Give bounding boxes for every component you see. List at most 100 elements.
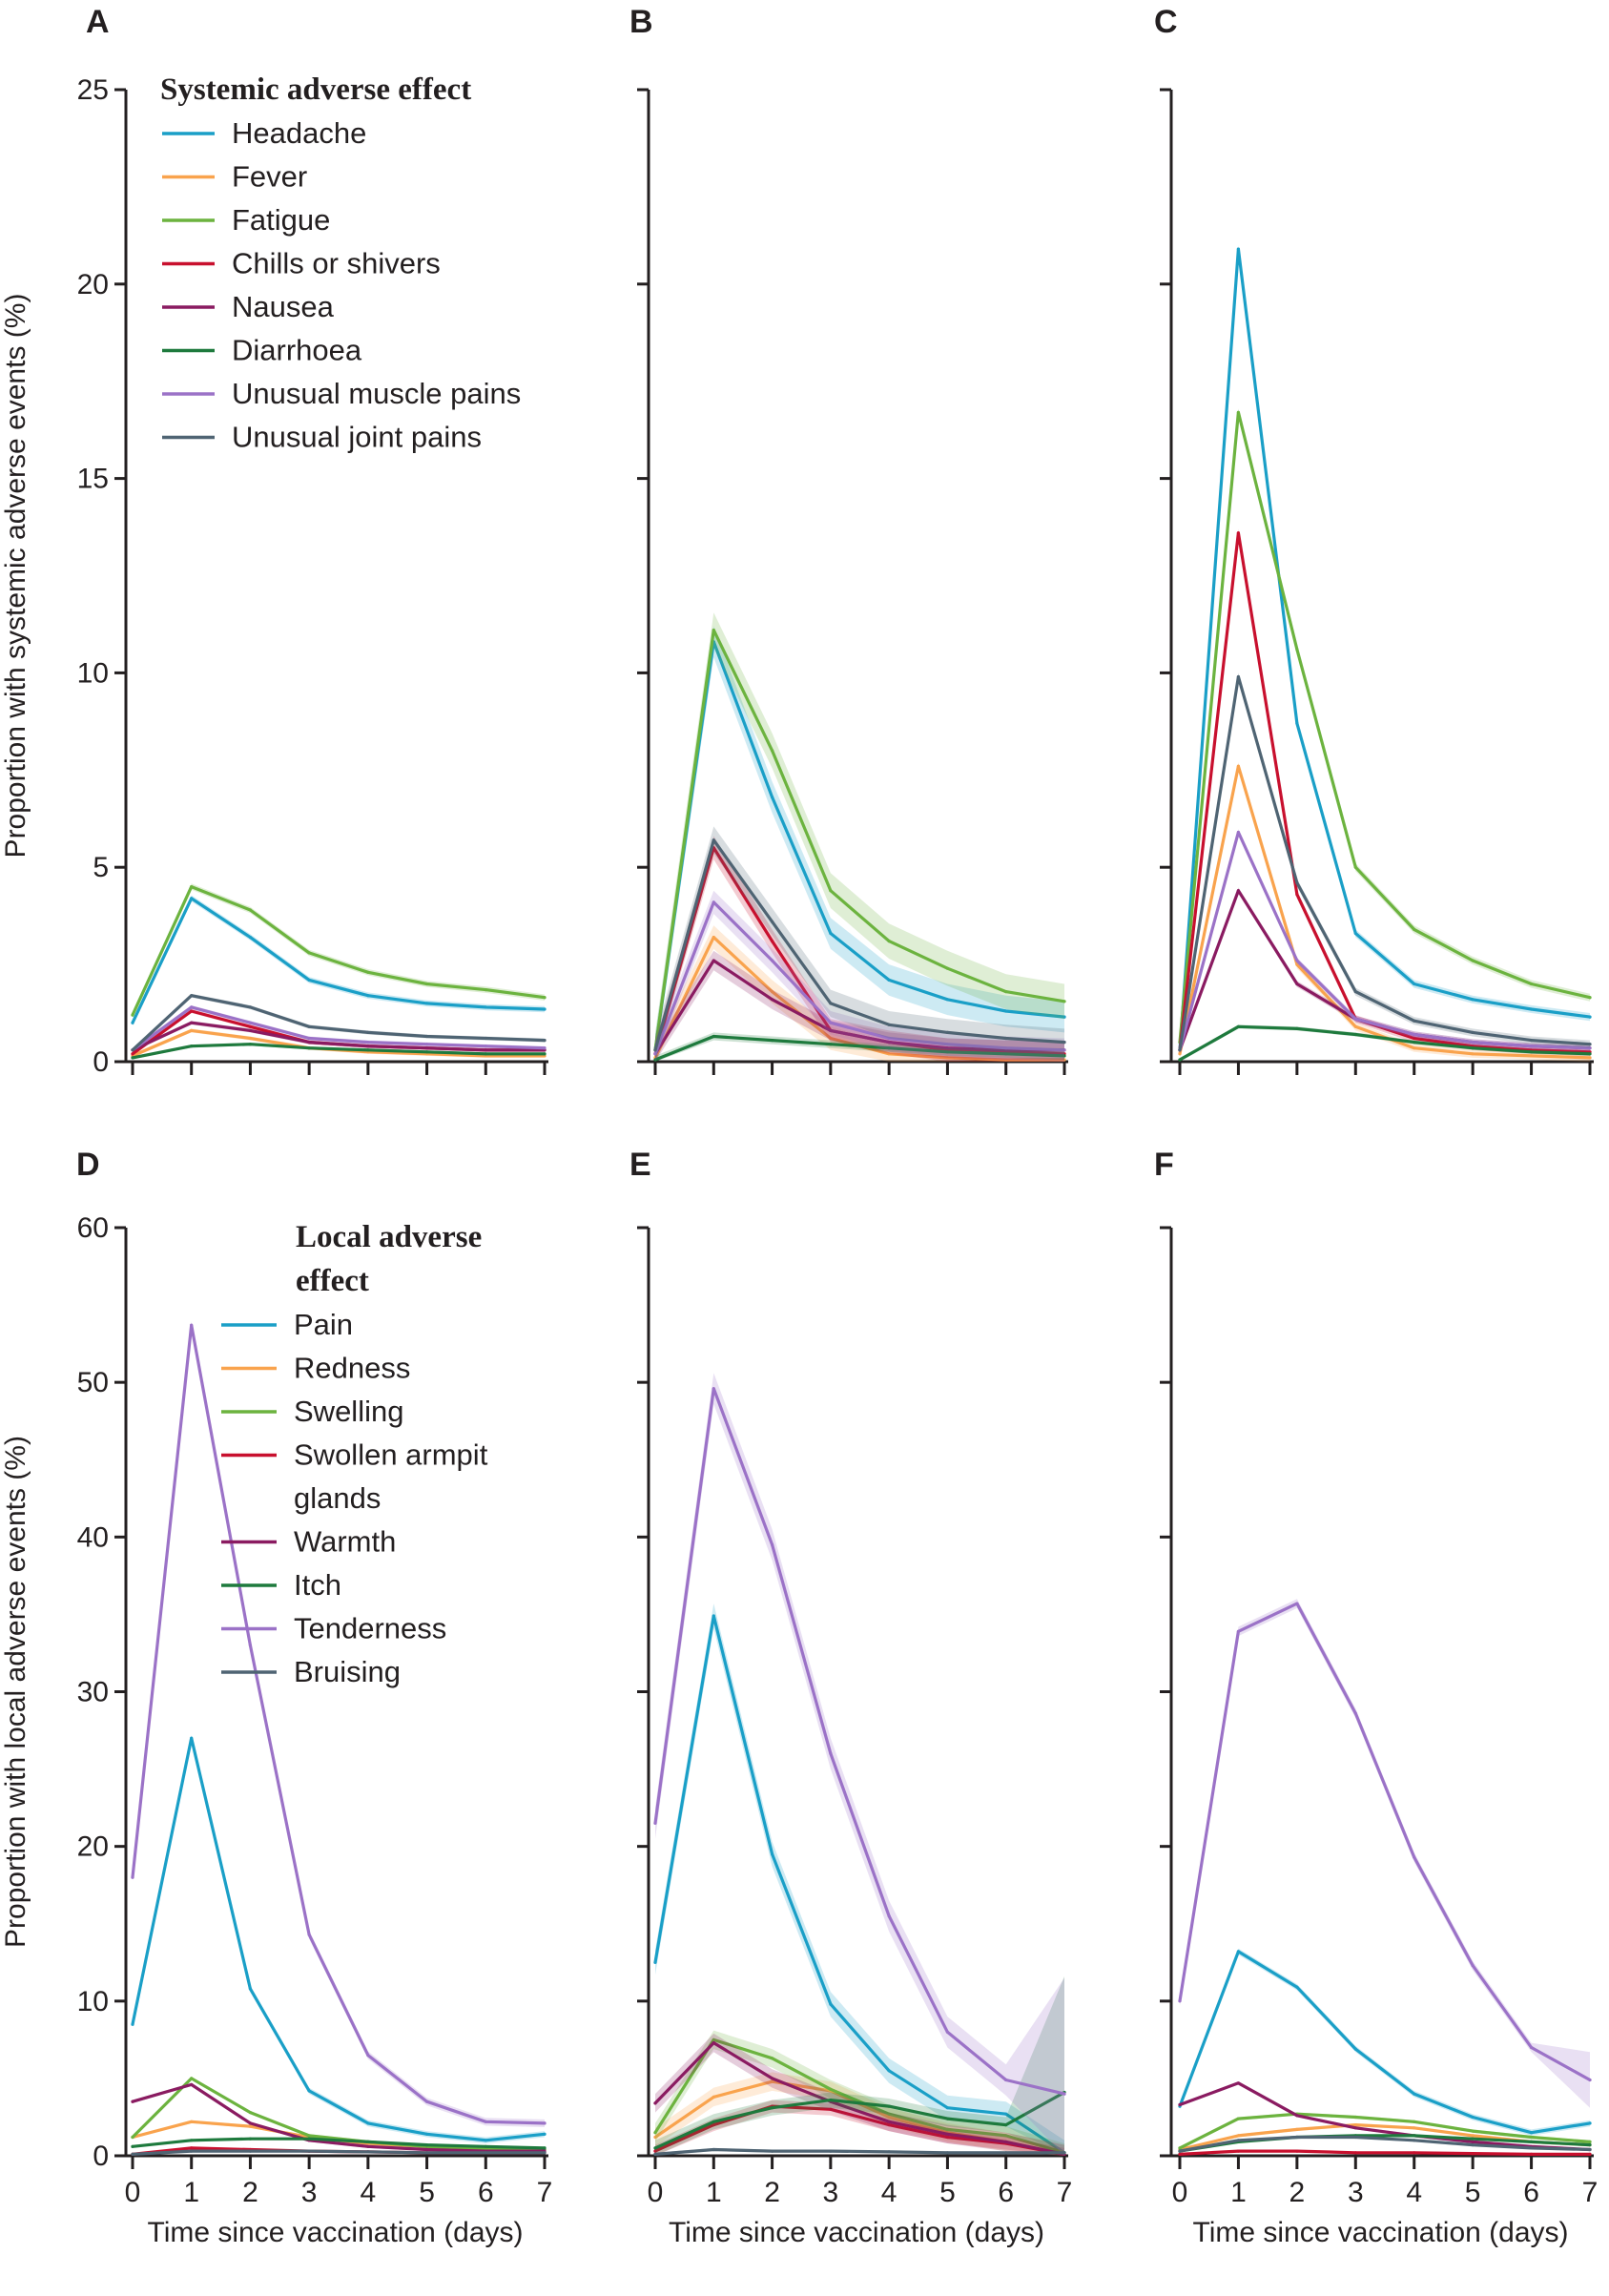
series-line [1178,674,1592,1052]
data-point [1236,2149,1240,2153]
data-point [131,1048,134,1052]
data-point [543,2121,547,2125]
y-tick-label: 30 [77,1677,109,1708]
data-point [1413,927,1416,932]
y-tick-label: 60 [77,1212,109,1244]
data-point [712,629,715,632]
series-line [653,959,1066,1056]
data-point [1178,2102,1182,2107]
series-joint [653,826,1066,1062]
series-line [131,1021,547,1052]
data-point [307,2149,311,2153]
data-point [1530,2045,1534,2050]
legend-label: Fever [232,160,307,194]
data-point [887,2069,891,2073]
data-point [653,2149,657,2153]
legend-label: Itch [294,1568,341,1602]
data-point [1295,2135,1299,2140]
series-line [653,900,1066,1056]
x-tick-label: 4 [1406,2177,1422,2208]
legend-item: Swollen armpit glands [221,1438,488,1515]
series-joint [1178,2135,1592,2153]
series-line [131,897,547,1024]
data-point [307,978,311,982]
legend-item: Tenderness [221,1612,446,1645]
data-point [1236,1629,1240,1633]
data-point [366,2150,370,2154]
data-point [1236,531,1240,535]
x-tick-label: 1 [1230,2177,1247,2208]
series-line [1178,2135,1592,2153]
data-point [1353,990,1357,994]
data-point [1295,880,1299,885]
data-point [1236,764,1240,768]
plot-area [653,1373,1066,2156]
data-point [425,2147,429,2152]
data-point [248,1021,252,1024]
data-point [887,2115,891,2120]
data-point [131,1052,134,1056]
data-point [1236,1950,1240,1954]
series-line [653,838,1066,1052]
data-point [829,1036,833,1041]
data-point [1236,2134,1240,2138]
legend-item: Headache [162,116,366,150]
data-point [1004,1009,1008,1013]
data-point [1004,2078,1008,2082]
data-point [712,838,715,842]
data-point [771,749,774,753]
data-point [190,2082,194,2086]
data-point [1413,1032,1416,1037]
data-point [131,2152,134,2156]
panel-d: D 0 10 20 30 40 50 60 0 1 2 3 4 5 6 7 Proportion with lo… [0,1147,552,2248]
data-point [653,2131,657,2135]
panel-label: C [1154,4,1178,40]
series-line [1178,410,1592,1045]
x-tick-label: 4 [361,2177,377,2208]
data-point [945,2127,950,2131]
data-point [1471,2137,1475,2141]
data-point [366,1030,370,1034]
legend-item: Swelling [221,1395,403,1428]
series-band [655,890,1064,1062]
data-point [771,1542,774,1546]
panel-label: E [629,1147,651,1183]
legend-label: Diarrhoea [232,334,362,367]
panel-c: C [1154,4,1594,1075]
data-point [131,1875,134,1879]
data-point [484,2120,487,2123]
data-point [712,2037,715,2041]
legend-title: Systemic adverse effect [160,72,471,107]
data-point [1530,2146,1534,2150]
data-point [653,1052,657,1056]
legend-systemic: Systemic adverse effect Headache Fever Fati… [160,72,521,454]
series-line [653,1034,1066,1062]
data-point [1295,721,1299,726]
data-point [1062,1015,1066,1019]
data-point [1062,1000,1066,1003]
data-point [712,1034,715,1039]
y-axis-title: Proportion with systemic adverse events … [0,294,31,858]
series-line [1178,1950,1592,2135]
legend-label: Swollen armpit [294,1438,488,1472]
series-line [1178,1024,1592,1062]
legend-item: Unusual muscle pains [162,377,521,410]
data-point [1004,990,1008,994]
data-point [366,1045,370,1048]
data-point [1004,1058,1008,1062]
data-point [829,931,833,936]
x-tick-label: 1 [706,2177,722,2208]
x-tick-label: 3 [823,2177,839,2208]
data-point [1530,2152,1534,2156]
legend-title: effect [296,1264,369,1298]
data-point [131,1056,134,1060]
data-point [1062,1048,1066,1052]
y-tick-label: 10 [77,657,109,689]
data-point [484,2144,487,2148]
data-point [887,2120,891,2123]
y-tick-label: 0 [93,2141,109,2172]
series-joint [131,2149,547,2156]
data-point [945,2151,950,2155]
panel-label: F [1154,1147,1174,1183]
x-tick-label: 0 [648,2177,664,2208]
